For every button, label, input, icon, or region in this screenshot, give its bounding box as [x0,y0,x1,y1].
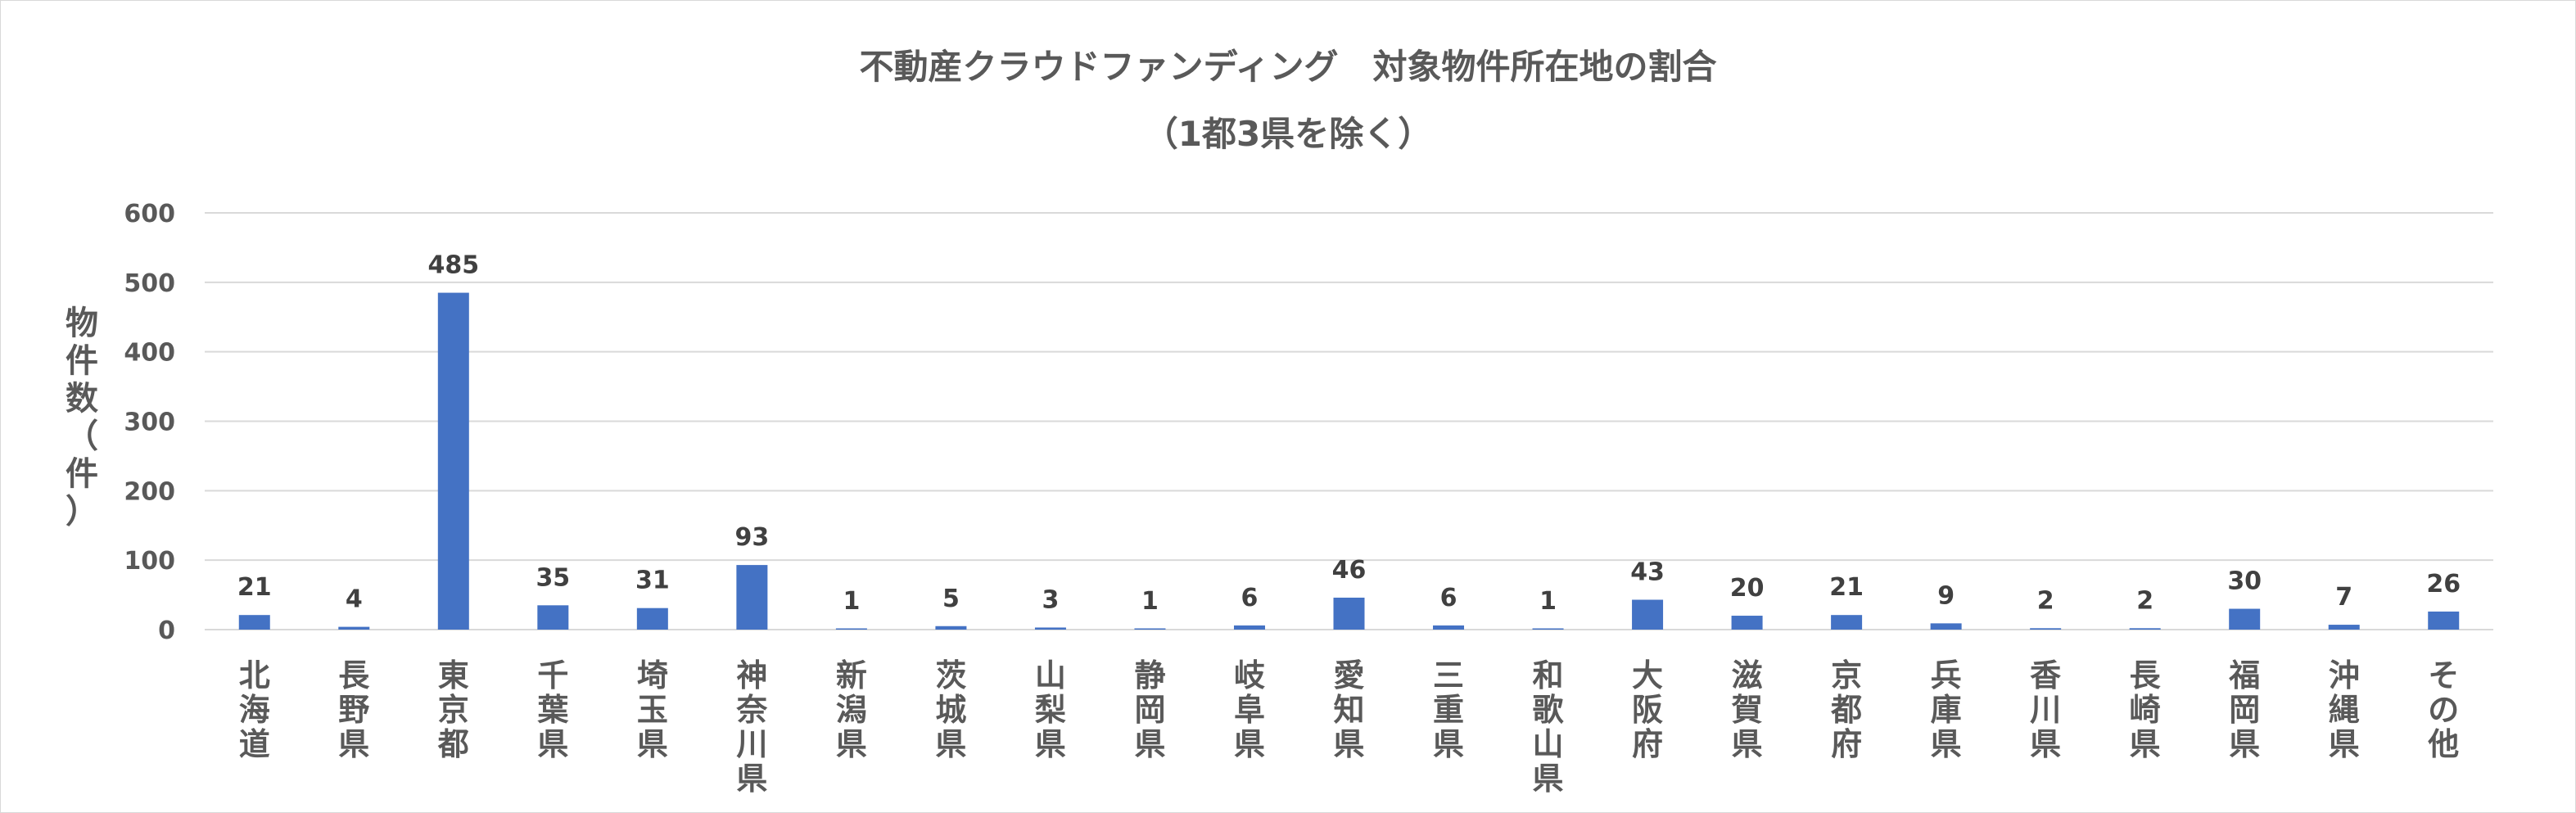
chart-subtitle: （1都3県を除く） [1143,114,1433,154]
x-tick-label: 山梨県 [1035,657,1066,762]
bar [1233,625,1265,630]
x-tick-label: 千葉県 [536,657,569,762]
data-label: 26 [2426,570,2461,598]
data-label: 30 [2227,567,2262,596]
data-label: 21 [237,573,272,602]
x-tick-label: 新潟県 [836,657,867,762]
chart-title: 不動産クラウドファンディング 対象物件所在地の割合 [859,47,1717,87]
data-label: 1 [1539,587,1557,616]
bar [2428,611,2460,630]
x-axis-categories: 北海道 長野県 東京都 千葉県 埼玉県 神奈川県 新潟県 茨城県 山梨県 静岡県 岐阜県 愛知県 三重県… [239,657,2459,797]
data-label: 43 [1630,558,1665,587]
bar [1731,616,1763,630]
y-axis-title: 物件数（件） [66,305,98,531]
x-tick-label: 愛知県 [1333,657,1364,762]
bar [437,292,469,630]
data-label: 2 [2037,586,2054,615]
y-tick-label: 500 [124,269,175,298]
bar [1930,623,1962,630]
bar [1333,597,1365,630]
data-label: 9 [1937,581,1955,610]
x-tick-label: 神奈川県 [735,657,767,797]
bar [636,607,668,630]
x-tick-label: 岐阜県 [1234,657,1265,762]
data-label: 1 [843,587,860,616]
x-tick-label: 和歌山県 [1533,657,1565,797]
gridlines [205,212,2493,630]
data-label: 6 [1440,584,1457,612]
x-tick-label: 長崎県 [2130,657,2162,762]
y-tick-label: 600 [124,200,175,228]
data-label: 93 [734,523,769,552]
bar [338,626,370,630]
x-tick-label: 福岡県 [2228,657,2260,762]
data-label: 2 [2136,586,2153,615]
bar [1831,615,1863,630]
x-tick-label: 埼玉県 [637,657,668,762]
x-tick-label: 沖縄県 [2329,657,2360,762]
bar [1034,627,1066,630]
y-tick-label: 0 [158,617,175,645]
x-tick-label: 香川県 [2030,657,2061,762]
bar [736,565,768,630]
bar [2030,628,2062,630]
x-tick-label: 長野県 [338,657,370,762]
bar [1532,628,1564,630]
bar [238,615,270,630]
y-tick-label: 200 [124,477,175,506]
x-tick-label: 茨城県 [935,657,966,762]
x-tick-label: 兵庫県 [1931,657,1962,762]
bars [238,292,2460,630]
bar [2129,628,2161,630]
data-label: 20 [1730,574,1765,603]
x-tick-label: 北海道 [239,657,270,762]
bar [537,605,569,630]
y-axis-ticks: 0 100 200 300 400 500 600 [124,200,175,645]
data-label: 3 [1042,585,1059,614]
data-label: 31 [635,567,670,595]
bar [1632,599,1664,630]
bar [935,626,967,630]
x-tick-label: 三重県 [1433,657,1464,762]
bar [2229,608,2261,630]
data-label: 6 [1241,584,1259,612]
data-label: 1 [1141,587,1159,616]
x-tick-label: その他 [2427,657,2459,762]
data-label: 21 [1829,573,1864,602]
data-label: 5 [942,585,960,613]
bar [2328,625,2360,630]
y-tick-label: 300 [124,409,175,437]
data-label: 46 [1332,556,1367,585]
data-label: 4 [346,585,363,614]
data-label: 7 [2335,583,2352,612]
x-tick-label: 静岡県 [1134,657,1165,762]
bar [1134,628,1166,630]
x-tick-label: 滋賀県 [1732,657,1763,762]
data-label: 35 [536,563,570,592]
bar [1433,625,1465,630]
y-axis-label: 物件数（件） [66,305,98,531]
x-tick-label: 京都府 [1830,657,1862,762]
x-tick-label: 東京都 [437,657,469,762]
x-tick-label: 大阪府 [1632,657,1663,762]
y-tick-label: 100 [124,547,175,576]
bar [835,628,867,630]
data-label: 485 [427,251,479,280]
y-tick-label: 400 [124,339,175,368]
